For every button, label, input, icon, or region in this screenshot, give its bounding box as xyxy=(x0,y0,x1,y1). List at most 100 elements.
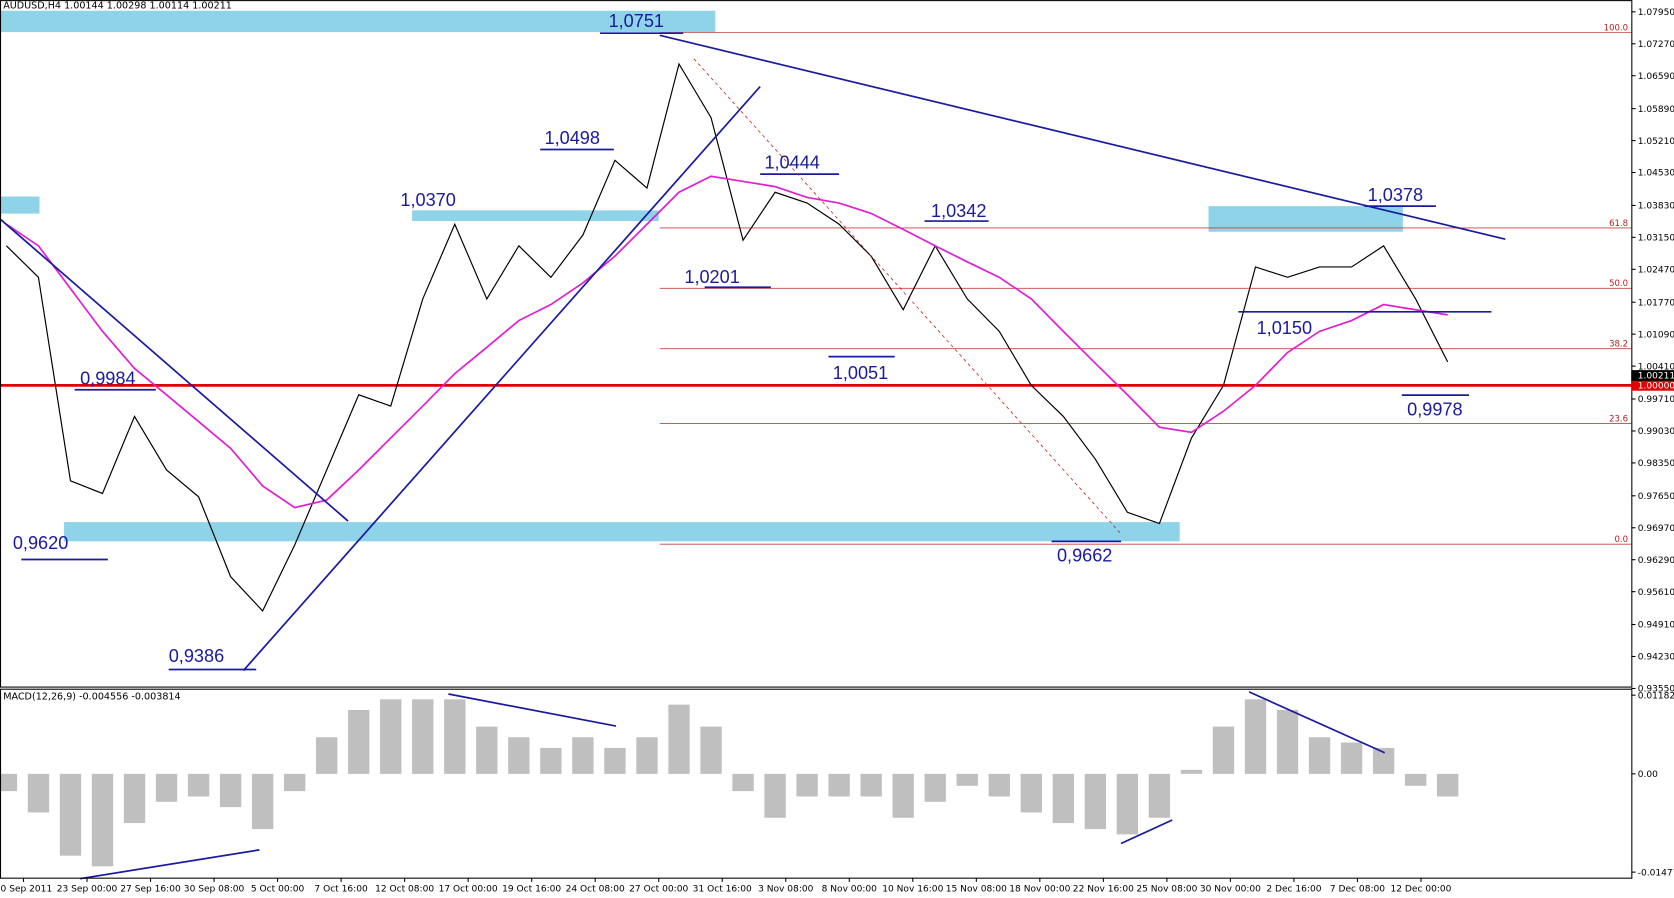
trend-line xyxy=(79,849,260,880)
zones xyxy=(0,10,1403,542)
macd-bar xyxy=(1308,737,1331,774)
x-tick-label: 2 Dec 16:00 xyxy=(1266,885,1321,895)
x-tick-label: 12 Dec 00:00 xyxy=(1391,885,1452,895)
macd-header: MACD(12,26,9) -0.004556 -0.003814 xyxy=(3,691,180,702)
x-tick-label: 31 Oct 16:00 xyxy=(693,885,752,895)
price-annotation: 1,0444 xyxy=(764,153,819,173)
macd-bar xyxy=(476,726,498,774)
price-annotation: 1,0201 xyxy=(684,267,739,287)
macd-bar xyxy=(0,773,18,792)
x-tick-label: 25 Nov 08:00 xyxy=(1136,885,1197,895)
y-tick-label: 1.03150 xyxy=(1638,234,1674,244)
y-tick-label: 0.96290 xyxy=(1638,556,1674,566)
price-annotation: 0,9984 xyxy=(80,368,135,388)
y-tick-label: 0.99710 xyxy=(1638,395,1674,405)
y-tick-label: 1.00410 xyxy=(1638,362,1674,372)
fib-label: 61.8 xyxy=(1609,219,1628,229)
y-tick-label: 0.00 xyxy=(1638,770,1658,780)
y-tick-label: 1.05890 xyxy=(1638,105,1674,115)
y-tick-label: 1.07270 xyxy=(1638,40,1674,50)
price-annotation: 1,0342 xyxy=(931,201,986,221)
price-annotation: 1,0498 xyxy=(545,128,600,148)
macd-bar xyxy=(412,699,434,774)
x-tick-label: 7 Oct 16:00 xyxy=(314,885,368,895)
trend-line xyxy=(448,693,617,727)
y-tick-label: 1.01770 xyxy=(1638,298,1674,308)
price-box xyxy=(1631,370,1674,381)
macd-bar xyxy=(1276,709,1299,774)
x-tick-label: 27 Oct 00:00 xyxy=(629,885,688,895)
y-tick-label: 0.99030 xyxy=(1638,427,1674,437)
y-tick-label: 0.94230 xyxy=(1638,653,1674,663)
macd-bar xyxy=(1148,773,1171,818)
trend-lines xyxy=(0,32,1506,880)
macd-bar xyxy=(1116,773,1139,835)
macd-bar xyxy=(1084,773,1107,830)
macd-bar xyxy=(380,699,402,774)
fib-label: 100.0 xyxy=(1604,23,1628,33)
y-tick-label: 0.95610 xyxy=(1638,588,1674,598)
price-frame xyxy=(0,0,1633,688)
price-label: 1.00211 xyxy=(1638,372,1674,382)
macd-bar xyxy=(764,773,786,818)
macd-bar xyxy=(444,699,466,774)
x-tick-label: 7 Dec 08:00 xyxy=(1330,885,1385,895)
y-tick-label: 0.98350 xyxy=(1638,459,1674,469)
macd-bar xyxy=(1020,773,1042,813)
x-tick-label: 22 Nov 16:00 xyxy=(1073,885,1134,895)
zone xyxy=(1208,206,1403,232)
macd-bar xyxy=(668,704,690,774)
trend-line xyxy=(1248,691,1386,754)
fib-label: 0.0 xyxy=(1615,535,1629,545)
macd-bar xyxy=(636,737,658,774)
macd-bar xyxy=(508,737,530,774)
x-tick-label: 3 Nov 08:00 xyxy=(758,885,814,895)
macd-bar xyxy=(572,737,594,774)
y-tick-label: -0.014770 xyxy=(1638,868,1674,878)
macd-bar xyxy=(1212,726,1235,774)
fib-label: 23.6 xyxy=(1609,414,1628,424)
level-box xyxy=(1631,380,1674,391)
macd-bar xyxy=(187,773,210,797)
macd-bar xyxy=(540,747,562,774)
macd-bar xyxy=(1404,773,1427,786)
y-tick-label: 0.94910 xyxy=(1638,621,1674,631)
zone xyxy=(0,196,40,214)
price-annotation: 0,9386 xyxy=(169,646,224,666)
macd-bar xyxy=(251,773,274,830)
y-tick-label: 1.07950 xyxy=(1638,8,1674,18)
price-annotation: 1,0051 xyxy=(833,363,888,383)
x-tick-label: 24 Oct 08:00 xyxy=(566,885,625,895)
macd-bar xyxy=(91,773,114,867)
macd-bar xyxy=(219,773,242,808)
macd-bar xyxy=(348,709,370,774)
macd-bar xyxy=(860,773,882,797)
macd-bar xyxy=(1244,699,1267,774)
y-tick-label: 0.96970 xyxy=(1638,524,1674,534)
fib-trend xyxy=(693,58,1122,535)
macd-bar xyxy=(1180,769,1203,774)
series-line xyxy=(5,175,1448,509)
price-annotation: 0,9620 xyxy=(13,533,68,553)
x-tick-label: 20 Sep 2011 xyxy=(0,885,52,895)
macd-bar xyxy=(700,726,722,774)
y-tick-label: 1.05210 xyxy=(1638,137,1674,147)
macd-bar xyxy=(123,773,146,824)
zone xyxy=(64,522,1180,542)
fib-label: 38.2 xyxy=(1609,340,1628,350)
y-tick-label: 0.97650 xyxy=(1638,492,1674,502)
y-tick-label: 0.93550 xyxy=(1638,685,1674,695)
y-tick-label: 0.011823 xyxy=(1638,691,1674,701)
macd-bar xyxy=(1340,742,1363,774)
x-tick-label: 30 Sep 08:00 xyxy=(184,885,245,895)
zone xyxy=(412,210,659,222)
macd-bar xyxy=(1052,773,1075,824)
x-tick-label: 27 Sep 16:00 xyxy=(120,885,181,895)
y-tick-label: 1.01090 xyxy=(1638,330,1674,340)
macd-bar xyxy=(27,773,50,813)
trend-line xyxy=(1120,819,1173,845)
plot-layer xyxy=(0,32,1632,867)
macd-bar xyxy=(892,773,914,818)
